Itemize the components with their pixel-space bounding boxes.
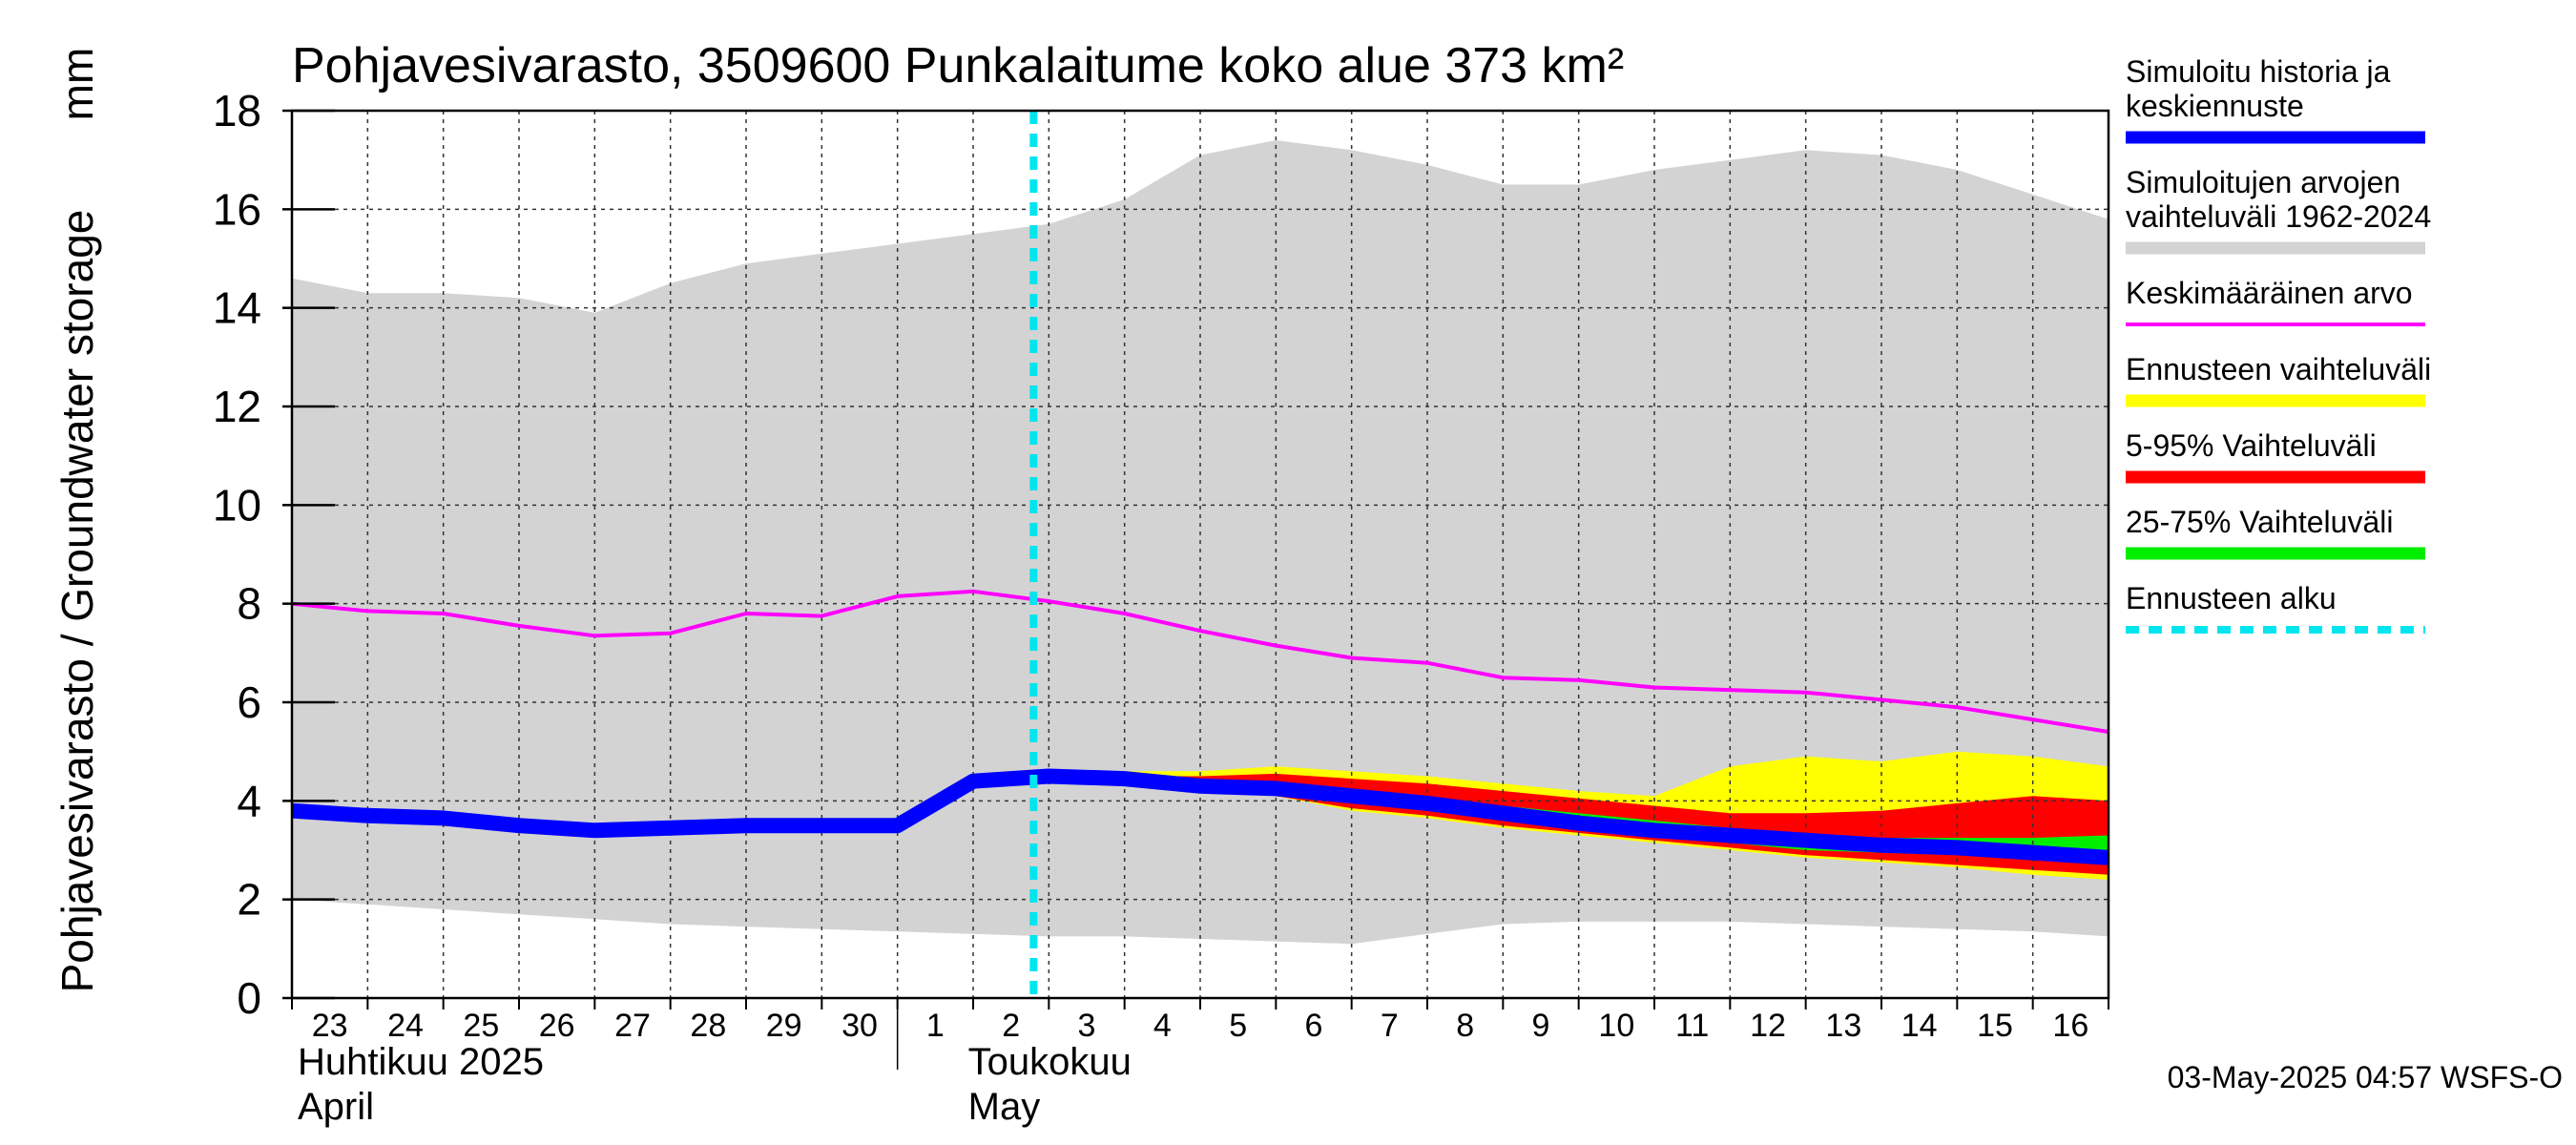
month-label-en: May: [968, 1086, 1041, 1128]
y-axis-title-group: Pohjavesivarasto / Groundwater storage: [52, 210, 102, 993]
legend-label: vaihteluväli 1962-2024: [2126, 199, 2431, 234]
x-day-label: 13: [1825, 1008, 1861, 1044]
month-label-en: April: [298, 1086, 374, 1128]
legend-label: 5-95% Vaihteluväli: [2126, 428, 2377, 463]
legend-label: 25-75% Vaihteluväli: [2126, 505, 2393, 539]
x-day-label: 6: [1305, 1008, 1323, 1044]
x-day-label: 27: [614, 1008, 651, 1044]
x-day-label: 3: [1078, 1008, 1096, 1044]
legend-label: Ennusteen alku: [2126, 581, 2337, 615]
x-day-label: 11: [1675, 1008, 1709, 1044]
month-label-fi: Toukokuu: [968, 1041, 1132, 1083]
x-day-label: 23: [312, 1008, 348, 1044]
x-day-label: 24: [387, 1008, 424, 1044]
legend-label: Simuloitu historia ja: [2126, 54, 2391, 89]
y-tick-label: 18: [213, 86, 261, 135]
x-day-label: 14: [1901, 1008, 1938, 1044]
y-tick-label: 2: [237, 875, 261, 925]
x-day-label: 16: [2052, 1008, 2088, 1044]
y-tick-label: 10: [213, 480, 261, 530]
legend-label: Keskimääräinen arvo: [2126, 276, 2413, 310]
x-day-label: 9: [1532, 1008, 1550, 1044]
legend-label: Simuloitujen arvojen: [2126, 165, 2400, 199]
series-keskim-r-inen-arvo: [291, 589, 2109, 734]
x-day-label: 10: [1598, 1008, 1634, 1044]
x-day-label: 5: [1229, 1008, 1247, 1044]
x-day-label: 15: [1977, 1008, 2013, 1044]
y-tick-label: 4: [237, 776, 261, 825]
timestamp: 03-May-2025 04:57 WSFS-O: [2168, 1060, 2563, 1094]
x-day-label: 2: [1002, 1008, 1020, 1044]
y-tick-label: 0: [237, 973, 261, 1023]
x-day-label: 4: [1153, 1008, 1172, 1044]
y-tick-label: 6: [237, 677, 261, 727]
y-axis-unit: mm: [52, 48, 102, 121]
x-day-label: 1: [926, 1008, 945, 1044]
x-day-label: 28: [690, 1008, 726, 1044]
chart-title: Pohjavesivarasto, 3509600 Punkalaitume k…: [292, 38, 1624, 94]
legend-label: keskiennuste: [2126, 89, 2304, 123]
y-tick-label: 12: [213, 382, 261, 431]
x-day-label: 29: [766, 1008, 802, 1044]
y-tick-label: 16: [213, 184, 261, 234]
series-simuloitu-historia-ja-keskiennuste: [291, 768, 2109, 865]
x-day-label: 7: [1381, 1008, 1399, 1044]
month-label-fi: Huhtikuu 2025: [298, 1041, 544, 1083]
y-axis-unit-group: mm: [52, 48, 102, 121]
legend-label: Ennusteen vaihteluväli: [2126, 352, 2431, 386]
x-day-label: 8: [1456, 1008, 1474, 1044]
x-day-label: 26: [539, 1008, 575, 1044]
y-tick-label: 8: [237, 579, 261, 629]
x-day-label: 25: [463, 1008, 499, 1044]
x-day-label: 12: [1750, 1008, 1786, 1044]
y-tick-label: 14: [213, 283, 261, 333]
y-axis-label: Pohjavesivarasto / Groundwater storage: [52, 210, 102, 993]
x-day-label: 30: [841, 1008, 878, 1044]
